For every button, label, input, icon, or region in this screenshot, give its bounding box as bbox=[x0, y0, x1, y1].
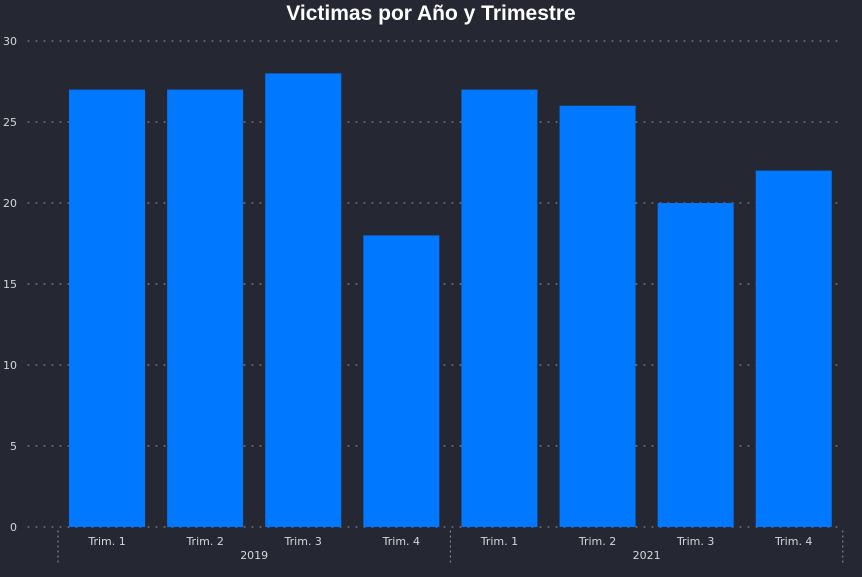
x-tick-label: Trim. 3 bbox=[284, 535, 322, 548]
bar bbox=[363, 235, 440, 527]
x-tick-label: Trim. 2 bbox=[185, 535, 223, 548]
x-tick-label: Trim. 3 bbox=[676, 535, 714, 548]
x-group-label: 2021 bbox=[633, 549, 661, 562]
bar bbox=[265, 73, 342, 528]
x-tick-label: Trim. 1 bbox=[480, 535, 518, 548]
bar bbox=[755, 170, 832, 527]
bar bbox=[167, 89, 244, 527]
x-tick-label: Trim. 4 bbox=[774, 535, 812, 548]
bar bbox=[657, 203, 734, 527]
y-tick-label: 30 bbox=[3, 35, 17, 48]
bar bbox=[69, 89, 146, 527]
y-tick-label: 15 bbox=[3, 278, 17, 291]
x-tick-label: Trim. 4 bbox=[382, 535, 420, 548]
x-tick-label: Trim. 1 bbox=[87, 535, 125, 548]
y-tick-label: 5 bbox=[10, 440, 17, 453]
y-tick-label: 25 bbox=[3, 116, 17, 129]
x-tick-label: Trim. 2 bbox=[578, 535, 616, 548]
x-group-label: 2019 bbox=[240, 549, 268, 562]
y-tick-label: 20 bbox=[3, 197, 17, 210]
bar bbox=[461, 89, 538, 527]
bar bbox=[559, 105, 636, 528]
y-tick-label: 0 bbox=[10, 521, 17, 534]
chart-title: Victimas por Año y Trimestre bbox=[286, 2, 576, 25]
y-tick-label: 10 bbox=[3, 359, 17, 372]
